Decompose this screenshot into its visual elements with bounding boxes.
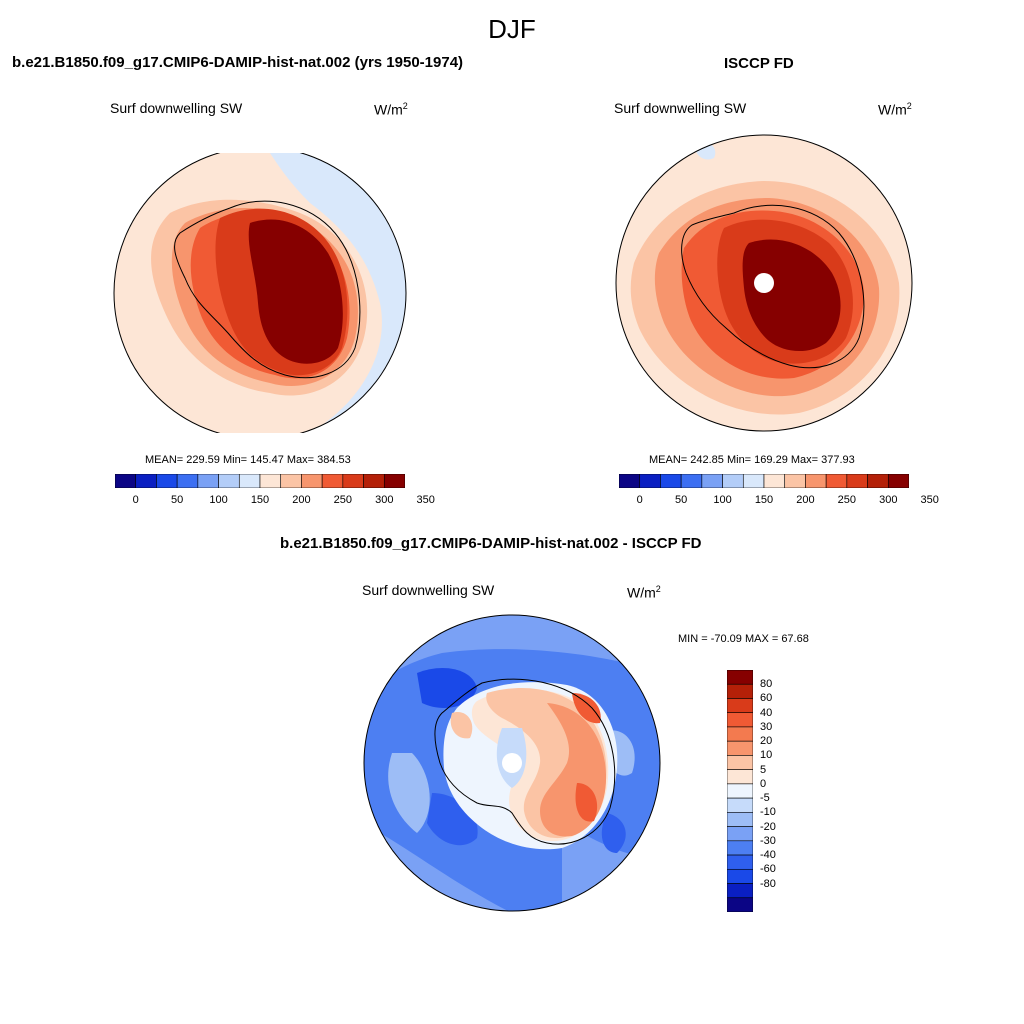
colorbar-swatch (660, 474, 682, 488)
panel3-colorbar-ticks: 80 60 40 30 20 10 5 0 -5 -10 -20 -30 -40 -60 -80 (760, 670, 800, 912)
colorbar-swatch (727, 812, 753, 827)
colorbar-tick-label: 350 (920, 494, 939, 506)
colorbar-swatch (846, 474, 868, 488)
colorbar-swatch (639, 474, 661, 488)
colorbar-swatch (680, 474, 703, 488)
colorbar-tick-label: 300 (879, 494, 898, 506)
colorbar-tick-label: 200 (796, 494, 815, 506)
colorbar-tick-label: 10 (760, 749, 773, 762)
colorbar-swatch (115, 474, 137, 488)
panel1-units: W/m2 (374, 101, 408, 118)
colorbar-tick-label: 50 (675, 494, 688, 506)
colorbar-tick-label: 20 (760, 735, 773, 748)
colorbar-swatch (280, 474, 302, 488)
colorbar-swatch (727, 698, 753, 714)
colorbar-swatch (259, 474, 282, 488)
colorbar-swatch (342, 474, 364, 488)
colorbar-tick-label: 350 (416, 494, 435, 506)
figure-title: DJF (488, 14, 536, 44)
panel1-colorbar (115, 474, 405, 488)
colorbar-swatch (321, 474, 344, 488)
colorbar-tick-label: 60 (760, 692, 773, 705)
panel1-map (113, 153, 407, 433)
colorbar-swatch (727, 712, 753, 728)
colorbar-swatch (825, 474, 848, 488)
colorbar-tick-label: -20 (760, 820, 776, 833)
colorbar-swatch (727, 840, 753, 856)
panel3-colorbar (727, 670, 753, 912)
panel2-variable-label: Surf downwelling SW (614, 100, 747, 116)
colorbar-swatch (197, 474, 219, 488)
colorbar-tick-label: 150 (754, 494, 774, 506)
panel3-title: b.e21.B1850.f09_g17.CMIP6-DAMIP-hist-nat… (280, 535, 702, 552)
colorbar-swatch (383, 474, 405, 488)
panel2-colorbar (619, 474, 909, 488)
colorbar-tick-label: 250 (837, 494, 857, 506)
panel1-stats: MEAN= 229.59 Min= 145.47 Max= 384.53 (145, 454, 351, 466)
colorbar-tick-label: -80 (760, 877, 776, 890)
colorbar-swatch (727, 683, 753, 699)
colorbar-tick-label: 80 (760, 678, 773, 691)
colorbar-swatch (727, 897, 753, 912)
colorbar-tick-label: -10 (760, 806, 776, 819)
panel2-stats: MEAN= 242.85 Min= 169.29 Max= 377.93 (649, 454, 855, 466)
panel3-stats: MIN = -70.09 MAX = 67.68 (678, 633, 809, 645)
colorbar-swatch (727, 670, 753, 685)
colorbar-tick-label: 0 (760, 777, 767, 790)
panel2-title: ISCCP FD (724, 55, 794, 72)
colorbar-swatch (727, 740, 753, 756)
colorbar-swatch (727, 854, 753, 870)
colorbar-swatch (742, 474, 765, 488)
colorbar-swatch (156, 474, 178, 488)
colorbar-tick-label: 0 (132, 494, 139, 506)
colorbar-swatch (176, 474, 199, 488)
colorbar-swatch (784, 474, 806, 488)
colorbar-tick-label: 0 (636, 494, 643, 506)
colorbar-tick-label: 200 (292, 494, 311, 506)
colorbar-tick-label: 150 (250, 494, 270, 506)
panel1-title: b.e21.B1850.f09_g17.CMIP6-DAMIP-hist-nat… (12, 54, 464, 71)
colorbar-swatch (701, 474, 723, 488)
colorbar-swatch (363, 474, 385, 488)
colorbar-tick-label: 100 (209, 494, 228, 506)
colorbar-tick-label: 50 (171, 494, 184, 506)
colorbar-swatch (238, 474, 261, 488)
colorbar-swatch (727, 783, 753, 799)
colorbar-swatch (727, 868, 753, 884)
colorbar-tick-label: -5 (760, 792, 770, 805)
colorbar-swatch (301, 474, 323, 488)
colorbar-swatch (867, 474, 889, 488)
panel3-map (363, 614, 661, 912)
colorbar-tick-label: -40 (760, 849, 776, 862)
colorbar-tick-label: -30 (760, 834, 776, 847)
colorbar-swatch (218, 474, 240, 488)
colorbar-swatch (727, 883, 753, 899)
colorbar-tick-label: -60 (760, 863, 776, 876)
panel2-colorbar-ticks: 0 50 100 150 200 250 300 350 (619, 494, 939, 508)
panel1-variable-label: Surf downwelling SW (110, 100, 243, 116)
colorbar-swatch (887, 474, 909, 488)
colorbar-swatch (727, 769, 753, 785)
panel2-map (615, 134, 913, 432)
colorbar-swatch (727, 797, 753, 813)
panel2-units: W/m2 (878, 101, 912, 118)
colorbar-tick-label: 30 (760, 720, 773, 733)
colorbar-swatch (619, 474, 641, 488)
colorbar-swatch (763, 474, 786, 488)
colorbar-swatch (727, 726, 753, 742)
colorbar-swatch (727, 755, 753, 770)
colorbar-swatch (722, 474, 744, 488)
colorbar-swatch (805, 474, 827, 488)
panel3-units: W/m2 (627, 584, 661, 601)
colorbar-tick-label: 40 (760, 706, 773, 719)
colorbar-tick-label: 100 (713, 494, 732, 506)
panel3-variable-label: Surf downwelling SW (362, 582, 495, 598)
colorbar-tick-label: 300 (375, 494, 394, 506)
panel1-colorbar-ticks: 0 50 100 150 200 250 300 350 (115, 494, 435, 508)
colorbar-swatch (727, 826, 753, 842)
colorbar-tick-label: 5 (760, 763, 767, 776)
colorbar-swatch (135, 474, 157, 488)
colorbar-tick-label: 250 (333, 494, 353, 506)
